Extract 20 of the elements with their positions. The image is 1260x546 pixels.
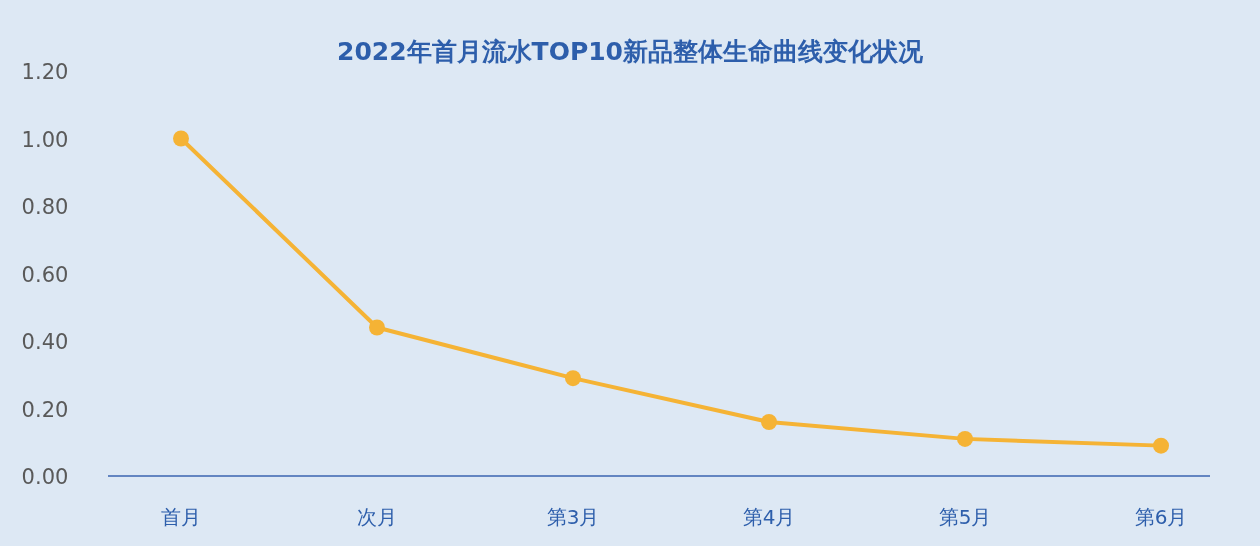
y-tick-label: 1.00 <box>21 127 69 152</box>
y-tick-label: 0.80 <box>21 195 69 219</box>
point <box>369 319 385 336</box>
x-tick-label: 首月 <box>161 505 201 529</box>
y-tick-label: 0.00 <box>21 465 69 489</box>
y-tick-label: 1.20 <box>21 60 69 84</box>
x-tick-label: 第5月 <box>938 505 992 529</box>
y-tick-label: 0.20 <box>21 397 69 422</box>
y-tick-label: 0.60 <box>21 262 69 287</box>
x-tick-label: 次月 <box>357 505 397 529</box>
point <box>565 370 581 387</box>
point <box>1153 437 1169 454</box>
x-tick-label: 第3月 <box>546 505 600 529</box>
point <box>761 414 777 430</box>
point <box>173 130 189 147</box>
chart-title: 2022年首月流水TOP10新品整体生命曲线变化状况 <box>337 37 924 66</box>
x-tick-label: 第6月 <box>1134 505 1188 529</box>
point <box>957 430 973 447</box>
x-tick-label: 第4月 <box>742 505 796 529</box>
y-tick-label: 0.40 <box>21 330 69 354</box>
